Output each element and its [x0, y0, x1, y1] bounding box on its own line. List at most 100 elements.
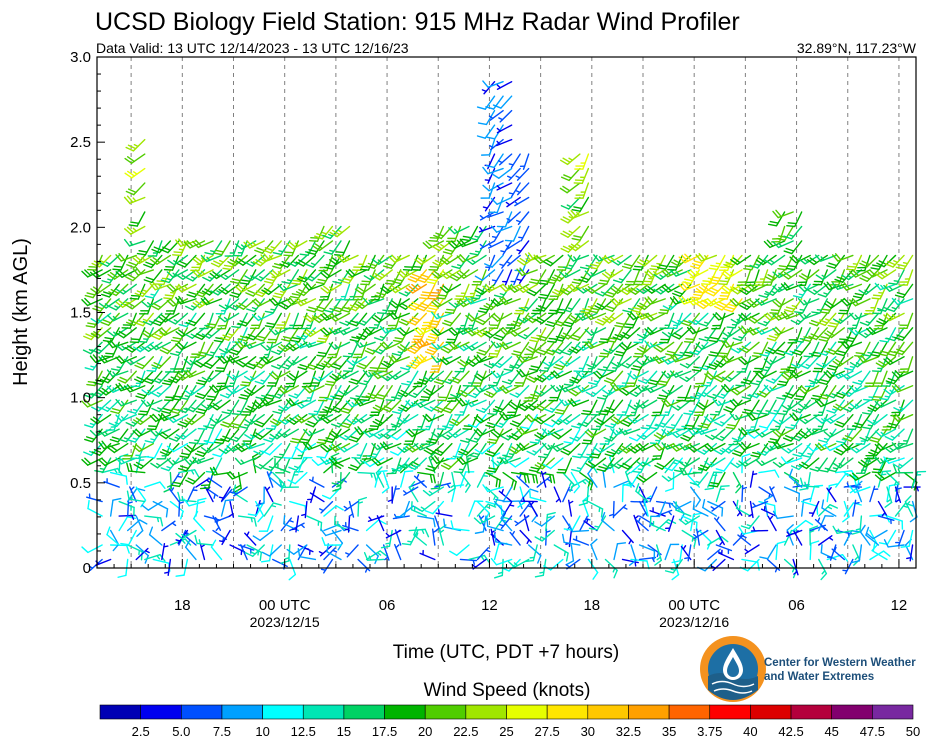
wind-barb	[324, 370, 342, 387]
wind-barb	[309, 476, 325, 488]
wind-barb	[635, 311, 658, 320]
wind-barb	[783, 240, 803, 255]
wind-barb	[244, 544, 265, 557]
wind-barb	[569, 428, 590, 442]
wind-barb	[387, 486, 393, 504]
wind-barb	[175, 529, 197, 540]
wind-barb	[809, 484, 824, 503]
wind-barb	[603, 341, 624, 354]
wind-barb	[432, 442, 453, 456]
wind-barb	[857, 354, 880, 364]
wind-barb	[107, 269, 129, 280]
wind-barb	[209, 414, 231, 425]
wind-barb	[139, 298, 155, 315]
wind-barb	[534, 457, 555, 470]
wind-barb	[375, 466, 385, 488]
wind-barb	[234, 340, 257, 349]
wind-barb	[490, 385, 513, 393]
wind-barb	[655, 414, 675, 428]
wind-barb	[106, 339, 129, 349]
wind-barb	[149, 254, 172, 265]
wind-barb	[568, 240, 590, 252]
wind-barb	[585, 385, 607, 397]
wind-barb	[636, 254, 658, 267]
wind-barb	[487, 211, 504, 218]
wind-barb	[323, 428, 342, 444]
wind-barb	[494, 533, 513, 546]
y-tick-label: 1.0	[70, 390, 91, 407]
colorbar-swatch	[587, 704, 629, 720]
wind-barb	[244, 370, 265, 382]
wind-barb	[894, 327, 914, 341]
wind-barb	[483, 356, 504, 369]
wind-barb	[508, 457, 530, 468]
wind-barb	[665, 515, 675, 532]
wind-barb	[897, 428, 914, 445]
wind-barb	[122, 442, 137, 460]
wind-barb	[491, 225, 504, 241]
wind-barb	[380, 283, 402, 294]
wind-barb	[884, 428, 905, 441]
wind-barb	[278, 479, 300, 489]
wind-barb	[202, 269, 223, 282]
wind-barb	[297, 548, 317, 561]
wind-barb	[354, 283, 376, 295]
wind-barb	[331, 356, 351, 370]
wind-barb	[193, 327, 214, 341]
wind-barb	[166, 442, 189, 453]
wind-barb	[649, 515, 666, 532]
wind-barb	[159, 240, 180, 254]
wind-barb	[499, 456, 521, 465]
wind-barb	[245, 327, 265, 341]
wind-barb	[500, 240, 513, 256]
wind-barb	[567, 254, 590, 262]
wind-barb	[405, 283, 428, 294]
wind-barb	[636, 471, 658, 483]
wind-barb	[185, 399, 206, 413]
wind-barb	[493, 414, 513, 428]
wind-barb	[420, 414, 436, 431]
colorbar-label: 35	[662, 724, 676, 739]
wind-barb	[133, 457, 155, 470]
wind-barb	[294, 442, 317, 453]
wind-barb	[435, 509, 453, 517]
wind-barb	[280, 517, 294, 532]
wind-barb	[534, 558, 547, 578]
wind-barb	[249, 312, 265, 330]
wind-barb	[291, 269, 308, 285]
wind-barb	[578, 486, 590, 506]
wind-barb	[462, 370, 479, 387]
wind-barb	[186, 486, 198, 503]
wind-barb	[721, 269, 743, 279]
wind-barb	[145, 442, 163, 459]
x-axis-label: Time (UTC, PDT +7 hours)	[393, 642, 619, 663]
wind-barb	[620, 414, 641, 427]
wind-barb	[192, 269, 214, 278]
wind-barb	[260, 341, 282, 351]
wind-barb	[527, 544, 542, 564]
wind-barb	[101, 269, 120, 284]
wind-barb	[226, 385, 248, 395]
wind-barb	[303, 327, 325, 338]
colorbar-label: 50	[906, 724, 920, 739]
wind-barb	[809, 457, 828, 472]
wind-barb	[337, 370, 359, 380]
wind-barb	[560, 442, 581, 456]
wind-barb	[417, 515, 436, 528]
wind-barb	[140, 399, 163, 407]
wind-barb	[517, 327, 538, 340]
wind-barb	[170, 327, 189, 343]
wind-barb	[312, 240, 334, 252]
wind-barb	[261, 442, 282, 456]
wind-barb	[129, 327, 146, 344]
wind-barb	[584, 269, 607, 278]
wind-barb	[175, 529, 189, 545]
wind-barb	[362, 369, 385, 378]
wind-barb	[565, 544, 575, 566]
wind-barb	[571, 225, 590, 241]
wind-barb	[628, 544, 637, 566]
wind-barb	[456, 238, 479, 248]
wind-barb	[120, 529, 137, 546]
wind-barb	[235, 298, 257, 310]
wind-barb	[456, 269, 479, 279]
